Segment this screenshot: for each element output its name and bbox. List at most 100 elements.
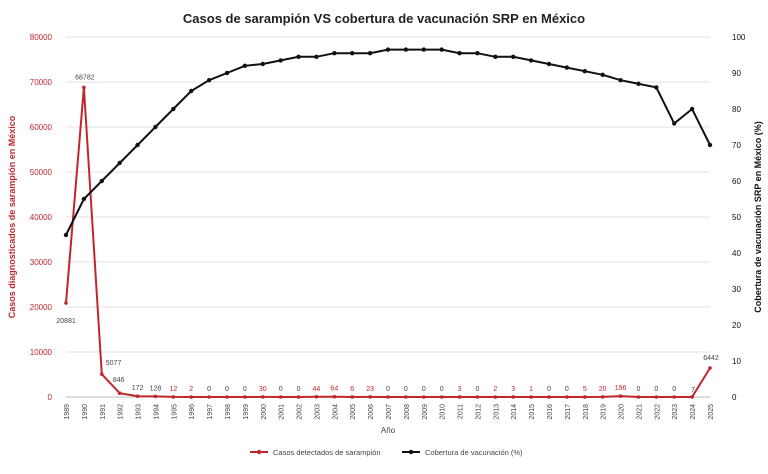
cases-point bbox=[278, 395, 283, 399]
coverage-point bbox=[206, 78, 212, 83]
cases-data-label: 3 bbox=[511, 386, 515, 393]
cases-point bbox=[225, 395, 229, 399]
x-tick-label: 1991 bbox=[100, 404, 107, 420]
coverage-point bbox=[385, 47, 391, 52]
left-axis: 0 10000 20000 30000 40000 50000 60000 70000 8000… bbox=[30, 33, 53, 402]
y-axis-label-right: Cobertura de vacunación SRP en México (%… bbox=[753, 121, 763, 312]
coverage-point bbox=[99, 178, 104, 184]
y-tick-label-left: 50000 bbox=[30, 168, 53, 177]
cases-point bbox=[99, 372, 104, 376]
y-tick-label-right: 100 bbox=[732, 33, 746, 42]
cases-point bbox=[260, 395, 265, 399]
coverage-point bbox=[135, 142, 140, 148]
x-tick-label: 2016 bbox=[547, 404, 554, 420]
coverage-point bbox=[689, 106, 695, 112]
coverage-point bbox=[707, 142, 713, 148]
coverage-line bbox=[65, 48, 711, 236]
coverage-point bbox=[260, 61, 265, 67]
cases-point bbox=[600, 395, 605, 399]
cases-data-label: 0 bbox=[475, 386, 479, 393]
x-tick-label: 2003 bbox=[314, 404, 321, 420]
cases-data-label: 20 bbox=[599, 386, 607, 393]
y-tick-label-right: 30 bbox=[732, 285, 741, 294]
cases-data-label: 0 bbox=[654, 386, 658, 393]
cases-line bbox=[65, 87, 711, 399]
cases-data-label: 1 bbox=[529, 386, 533, 393]
cases-point bbox=[135, 394, 140, 399]
x-tick-label: 2025 bbox=[708, 404, 715, 420]
gridlines bbox=[66, 36, 710, 398]
cases-data-label: 0 bbox=[386, 386, 390, 393]
cases-data-label: 0 bbox=[207, 386, 211, 393]
cases-data-label: 0 bbox=[279, 386, 283, 393]
coverage-point bbox=[314, 54, 319, 59]
y-tick-label-left: 60000 bbox=[30, 123, 53, 132]
x-tick-label: 1997 bbox=[207, 404, 214, 420]
coverage-point bbox=[403, 47, 409, 52]
cases-data-label: 6442 bbox=[703, 355, 719, 362]
cases-data-label: 0 bbox=[422, 386, 426, 393]
coverage-point bbox=[242, 63, 248, 68]
cases-data-label: 44 bbox=[313, 386, 321, 393]
coverage-point bbox=[457, 51, 462, 56]
cases-point bbox=[332, 394, 337, 399]
x-tick-label: 1998 bbox=[225, 404, 232, 420]
cases-data-label: 7 bbox=[691, 387, 695, 394]
cases-data-label: 0 bbox=[547, 386, 551, 393]
cases-point bbox=[672, 395, 677, 399]
cases-point bbox=[708, 366, 712, 370]
cases-point bbox=[404, 395, 408, 399]
cases-point bbox=[493, 395, 498, 399]
y-axis-label-left: Casos diagnosticados de sarampión en Méx… bbox=[7, 115, 17, 318]
cases-data-label: 3 bbox=[458, 386, 462, 393]
y-tick-label-right: 80 bbox=[732, 105, 741, 114]
cases-data-label: 20881 bbox=[56, 318, 76, 325]
y-tick-label-left: 20000 bbox=[30, 303, 53, 312]
cases-data-label: 172 bbox=[132, 385, 144, 392]
legend: Casos detectados de sarampión Cobertura d… bbox=[250, 448, 523, 457]
cases-point bbox=[368, 395, 372, 399]
coverage-point bbox=[582, 69, 587, 74]
cases-point bbox=[511, 395, 516, 399]
cases-point bbox=[421, 395, 426, 399]
y-tick-label-left: 40000 bbox=[30, 213, 53, 222]
x-tick-label: 2013 bbox=[493, 404, 500, 420]
y-tick-label-right: 40 bbox=[732, 249, 741, 258]
cases-data-label: 0 bbox=[225, 386, 229, 393]
x-tick-label: 2005 bbox=[350, 404, 357, 420]
x-tick-label: 2011 bbox=[458, 404, 465, 419]
cases-point bbox=[117, 391, 122, 395]
cases-point bbox=[582, 395, 587, 399]
y-tick-label-left: 70000 bbox=[30, 78, 53, 87]
coverage-point bbox=[564, 65, 570, 70]
legend-item-cases-label: Casos detectados de sarampión bbox=[273, 448, 381, 457]
cases-data-label: 0 bbox=[297, 386, 301, 393]
cases-point bbox=[439, 395, 444, 399]
x-tick-label: 1990 bbox=[82, 404, 89, 420]
y-tick-label-left: 30000 bbox=[30, 258, 53, 267]
cases-data-label: 5 bbox=[583, 386, 587, 393]
coverage-point bbox=[672, 121, 677, 126]
y-tick-label-right: 50 bbox=[732, 213, 741, 222]
x-tick-label: 2018 bbox=[583, 404, 590, 420]
y-tick-label-right: 10 bbox=[732, 357, 741, 366]
x-tick-label: 2024 bbox=[690, 404, 697, 420]
x-tick-label: 1994 bbox=[153, 404, 160, 420]
coverage-point bbox=[654, 85, 659, 90]
x-tick-label: 1996 bbox=[189, 404, 196, 420]
x-tick-label: 1993 bbox=[136, 404, 143, 420]
cases-data-label: 0 bbox=[672, 386, 676, 393]
coverage-point bbox=[528, 58, 534, 63]
coverage-point bbox=[171, 106, 176, 112]
coverage-point bbox=[636, 81, 641, 87]
x-tick-label: 1992 bbox=[118, 404, 125, 420]
x-tick-label: 2010 bbox=[440, 404, 447, 420]
cases-data-label: 0 bbox=[404, 386, 408, 393]
x-tick-label: 1995 bbox=[171, 404, 178, 420]
legend-item-cases-marker bbox=[256, 449, 262, 455]
cases-point bbox=[243, 395, 247, 399]
cases-point bbox=[690, 395, 694, 399]
